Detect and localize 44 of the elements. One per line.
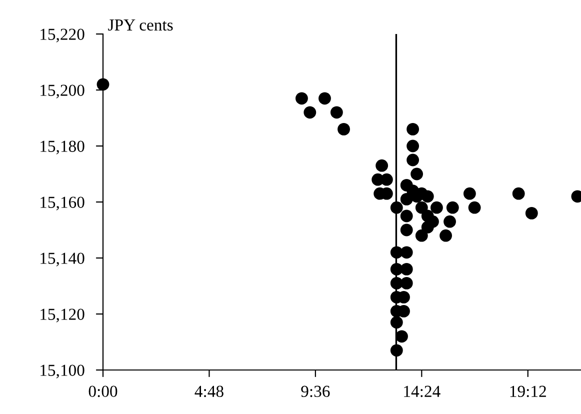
x-tick-label: 9:36 bbox=[301, 386, 330, 398]
point bbox=[390, 201, 403, 214]
y-tick-label: 15,120 bbox=[40, 308, 84, 322]
y-tick-label: 15,200 bbox=[40, 84, 84, 98]
point bbox=[440, 229, 452, 242]
y-tick-label: 15,140 bbox=[40, 252, 84, 266]
point bbox=[406, 140, 420, 152]
point bbox=[410, 168, 424, 180]
point bbox=[525, 206, 538, 220]
point bbox=[390, 344, 403, 357]
x-tick-label: 0:00 bbox=[88, 386, 118, 398]
point bbox=[512, 187, 525, 200]
point bbox=[400, 262, 413, 276]
point bbox=[406, 122, 420, 136]
x-tick-label: 4:48 bbox=[194, 386, 224, 398]
point bbox=[318, 92, 331, 105]
point bbox=[400, 276, 413, 290]
x-tick-label: 14:24 bbox=[404, 386, 440, 398]
point bbox=[446, 201, 459, 214]
point bbox=[396, 330, 408, 343]
y-tick-label: 15,100 bbox=[40, 364, 84, 378]
point bbox=[444, 215, 456, 228]
point bbox=[376, 159, 388, 172]
point bbox=[390, 316, 403, 329]
point bbox=[421, 190, 434, 203]
y-axis-title: JPY cents bbox=[108, 20, 173, 31]
y-tick-label: 15,160 bbox=[40, 196, 84, 210]
point bbox=[304, 106, 316, 119]
point bbox=[296, 92, 308, 105]
point bbox=[415, 229, 428, 242]
point bbox=[330, 106, 343, 119]
x-tick-label: 19:12 bbox=[510, 386, 546, 398]
point bbox=[338, 122, 350, 136]
point bbox=[400, 224, 413, 236]
point bbox=[468, 201, 481, 214]
point bbox=[463, 187, 476, 200]
point bbox=[400, 246, 413, 259]
point bbox=[415, 201, 428, 214]
y-tick-label: 15,180 bbox=[40, 140, 84, 154]
point bbox=[430, 201, 443, 214]
y-tick-label: 15,220 bbox=[40, 28, 84, 42]
point bbox=[406, 154, 420, 166]
point bbox=[96, 78, 110, 91]
point bbox=[400, 210, 413, 222]
